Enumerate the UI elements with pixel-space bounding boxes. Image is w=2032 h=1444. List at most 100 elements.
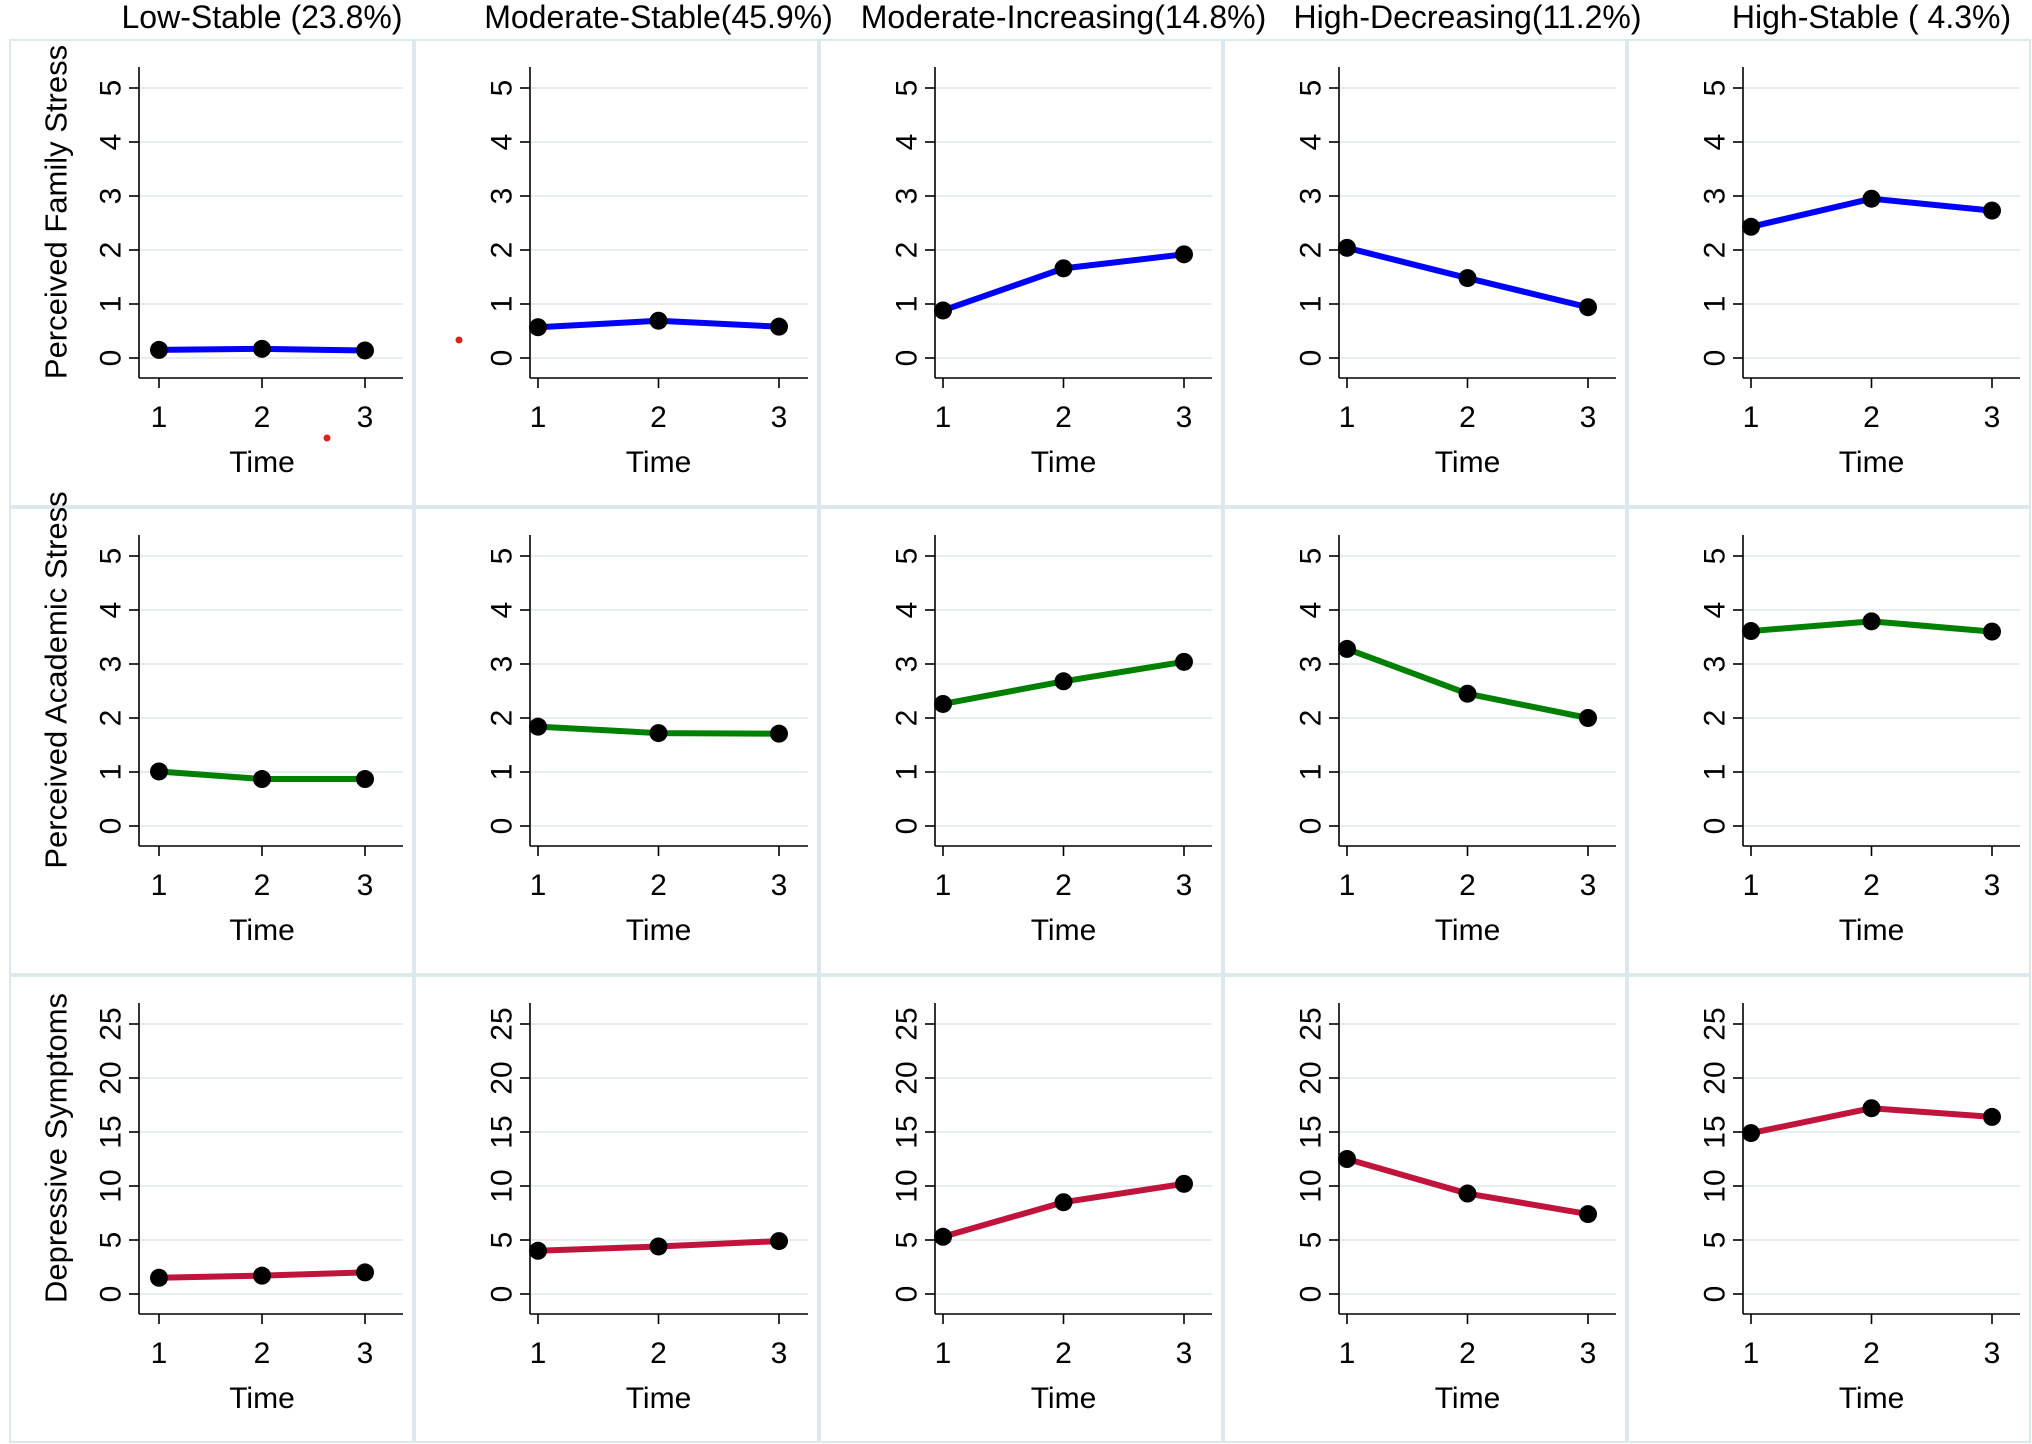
column-titles: Low-Stable (23.8%) Moderate-Stable(45.9%)…: [121, 0, 2011, 35]
y-tick-label: 4: [1699, 602, 1732, 619]
x-tick-label: 1: [935, 869, 952, 902]
x-tick-label: 3: [357, 401, 374, 434]
panel: 0 5 10 15 20 25 1 2 3 Time: [414, 975, 819, 1443]
x-tick-label: 1: [530, 869, 547, 902]
data-point: [1175, 652, 1193, 671]
y-tick-label: 0: [486, 350, 519, 367]
y-tick-label: 20: [486, 1061, 519, 1094]
y-tick-label: 2: [1699, 710, 1732, 727]
y-tick-label: 5: [1295, 1232, 1328, 1249]
y-tick-label: 2: [486, 242, 519, 259]
data-point: [649, 1237, 668, 1256]
y-tick-label: 4: [95, 602, 128, 619]
data-point: [1458, 684, 1477, 703]
y-tick-label: 15: [486, 1115, 519, 1148]
y-tick-label: 5: [1699, 1232, 1732, 1249]
x-axis-title: Time: [1435, 914, 1501, 947]
x-tick-label: 1: [151, 869, 168, 902]
panel: 0 1 2 3 4 5 1 2 3 Time: [9, 39, 414, 507]
x-axis-title: Time: [229, 914, 295, 947]
y-tick-label: 3: [1699, 656, 1732, 673]
x-axis-title: Time: [626, 446, 692, 479]
panel: 0 1 2 3 4 5 1 2 3 Time: [819, 507, 1223, 975]
y-tick-label: 0: [95, 1286, 128, 1303]
x-tick-label: 3: [357, 1337, 374, 1370]
data-point: [649, 311, 668, 330]
data-point: [1579, 709, 1597, 727]
data-point: [1742, 622, 1760, 641]
y-tick-label: 5: [1699, 548, 1732, 565]
panel: 0 1 2 3 4 5 1 2 3 Time: [414, 507, 819, 975]
y-tick-label: 10: [891, 1169, 924, 1202]
y-tick-label: 25: [486, 1007, 519, 1040]
y-tick-label: 0: [1699, 350, 1732, 367]
x-tick-label: 1: [1743, 869, 1760, 902]
data-point: [1742, 1124, 1760, 1143]
data-point: [1175, 1174, 1193, 1193]
x-axis-title: Time: [626, 1382, 692, 1415]
y-tick-label: 3: [891, 656, 924, 673]
x-tick-label: 3: [1984, 401, 2001, 434]
y-tick-label: 2: [95, 242, 128, 259]
y-tick-label: 10: [1699, 1169, 1732, 1202]
x-tick-label: 2: [1863, 1337, 1880, 1370]
data-point: [1862, 612, 1881, 631]
x-tick-label: 1: [1743, 1337, 1760, 1370]
x-axis-title: Time: [1031, 914, 1097, 947]
y-tick-label: 3: [891, 188, 924, 205]
y-tick-label: 0: [95, 818, 128, 835]
y-tick-label: 15: [891, 1115, 924, 1148]
y-tick-label: 10: [486, 1169, 519, 1202]
y-tick-label: 4: [95, 134, 128, 151]
x-tick-label: 2: [1055, 401, 1072, 434]
x-tick-label: 1: [151, 1337, 168, 1370]
y-tick-label: 20: [1295, 1061, 1328, 1094]
y-tick-label: 20: [1699, 1061, 1732, 1094]
y-tick-label: 5: [95, 1232, 128, 1249]
data-point: [1983, 201, 2001, 220]
x-tick-label: 1: [1339, 1337, 1356, 1370]
y-tick-label: 0: [1295, 1286, 1328, 1303]
y-tick-label: 15: [1295, 1115, 1328, 1148]
data-point: [934, 301, 952, 320]
y-tick-label: 3: [95, 656, 128, 673]
y-tick-label: 0: [486, 818, 519, 835]
panel-frame: [9, 507, 414, 975]
x-axis-title: Time: [229, 1382, 295, 1415]
row-label: Perceived Academic Stress: [39, 491, 74, 868]
y-tick-label: 5: [1295, 548, 1328, 565]
data-point: [1054, 1193, 1073, 1212]
y-tick-label: 25: [1295, 1007, 1328, 1040]
y-tick-label: 2: [891, 710, 924, 727]
y-tick-label: 4: [486, 602, 519, 619]
x-axis-title: Time: [1435, 446, 1501, 479]
x-tick-label: 2: [1459, 1337, 1476, 1370]
y-tick-label: 20: [891, 1061, 924, 1094]
stray-red-dot: [455, 336, 463, 344]
y-tick-label: 5: [1295, 80, 1328, 97]
row-label: Perceived Family Stress: [39, 45, 74, 379]
y-tick-label: 2: [486, 710, 519, 727]
y-tick-label: 5: [95, 80, 128, 97]
column-title: High-Stable ( 4.3%): [1732, 0, 2011, 35]
y-tick-label: 10: [95, 1169, 128, 1202]
row-labels: Perceived Family Stress Perceived Academi…: [39, 45, 74, 1303]
stray-red-dot: [323, 434, 331, 442]
y-tick-label: 2: [95, 710, 128, 727]
panel-frame: [1223, 507, 1627, 975]
panel-frame: [1223, 39, 1627, 507]
panel-frame: [819, 975, 1223, 1443]
y-tick-label: 4: [1295, 602, 1328, 619]
x-tick-label: 3: [1984, 1337, 2001, 1370]
panel-frame: [1627, 975, 2031, 1443]
y-tick-label: 0: [1295, 818, 1328, 835]
y-tick-label: 3: [95, 188, 128, 205]
x-tick-label: 2: [254, 869, 271, 902]
x-tick-label: 1: [530, 401, 547, 434]
y-tick-label: 25: [1699, 1007, 1732, 1040]
y-tick-label: 1: [891, 764, 924, 781]
panel-frame: [1627, 39, 2031, 507]
y-tick-label: 5: [486, 548, 519, 565]
x-tick-label: 2: [1863, 869, 1880, 902]
